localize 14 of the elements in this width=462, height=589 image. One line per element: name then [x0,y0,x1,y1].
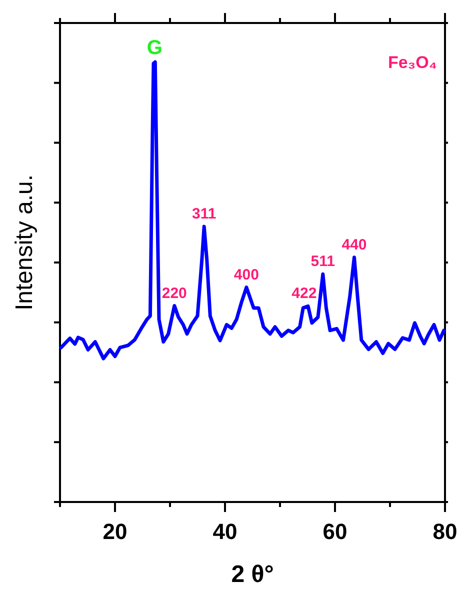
y-axis-title: Intensity a.u. [11,174,38,311]
x-axis-title: 2 θ° [231,561,274,588]
annotation: 400 [234,266,259,284]
x-tick-label: 40 [212,519,238,544]
x-tick-label: 60 [322,519,348,544]
annotation: 511 [310,253,335,270]
annotation: Fe₃O₄ [388,53,437,72]
annotation: G [146,37,162,59]
x-tick-label: 80 [432,519,458,544]
annotation: 220 [162,284,187,302]
annotation: 422 [292,285,317,302]
x-tick-label: 20 [102,519,128,544]
annotation: 311 [192,206,216,223]
annotation: 440 [342,236,367,254]
